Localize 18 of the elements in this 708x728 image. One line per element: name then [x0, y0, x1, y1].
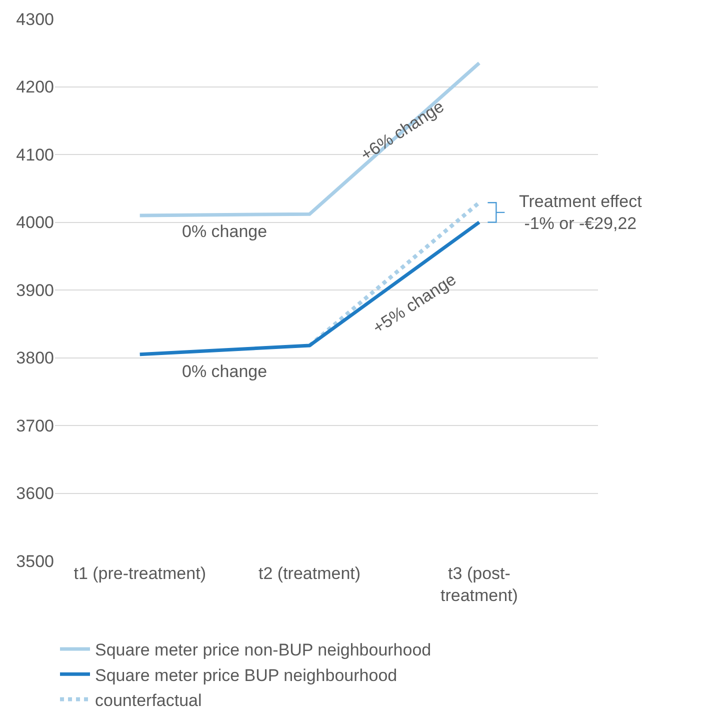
y-tick-label: 4300 [16, 10, 54, 29]
y-tick-label: 3500 [16, 552, 54, 571]
y-tick-label: 3600 [16, 484, 54, 504]
annotation: 0% change [182, 222, 268, 241]
legend-label: Square meter price BUP neighbourhood [95, 666, 398, 685]
annotation: 0% change [182, 362, 268, 381]
legend-label: Square meter price non-BUP neighbourhood [95, 640, 432, 660]
y-tick-label: 3800 [16, 348, 54, 368]
y-tick-label: 4000 [16, 213, 54, 232]
y-tick-label: 4200 [16, 78, 54, 97]
annotation: Treatment effect -1% or -€29,22 [519, 192, 642, 234]
y-tick-label: 3700 [16, 416, 54, 436]
y-tick-label: 4100 [16, 145, 54, 164]
x-tick-label: t3 (post-treatment) [440, 564, 518, 606]
legend-label: counterfactual [95, 690, 202, 710]
x-tick-label: t2 (treatment) [258, 564, 361, 583]
y-tick-label: 3900 [16, 280, 54, 300]
x-tick-label: t1 (pre-treatment) [74, 564, 206, 583]
